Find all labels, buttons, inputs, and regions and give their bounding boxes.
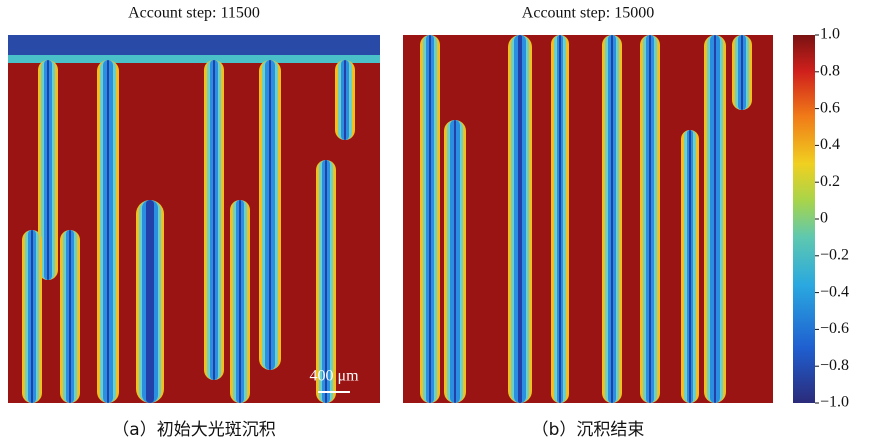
- stripe: [47, 60, 49, 280]
- heatmap-image: [403, 35, 773, 403]
- stripe: [325, 160, 327, 403]
- stripe: [611, 35, 613, 403]
- stripe: [269, 60, 271, 370]
- top-band: [8, 55, 380, 63]
- colorbar: [793, 35, 815, 403]
- panel-caption: （b）沉积结束: [532, 420, 645, 440]
- stripe: [146, 200, 154, 403]
- panel-caption: （a）初始大光斑沉积: [112, 420, 275, 440]
- colorbar-tick-label: 0.4: [820, 136, 840, 153]
- stripe: [518, 35, 522, 403]
- figure: Account step: 11500 Account step: 15000 …: [0, 0, 870, 445]
- stripe: [454, 120, 456, 403]
- stripe: [741, 35, 743, 110]
- scale-bar-label: 400 μm: [309, 368, 359, 385]
- stripe: [649, 35, 651, 403]
- panel-title: Account step: 15000: [522, 5, 654, 22]
- colorbar-tick-label: 0.8: [820, 62, 840, 79]
- stripe: [213, 60, 215, 380]
- colorbar-tick-label: −0.8: [820, 357, 849, 374]
- heatmap-image: [8, 35, 380, 403]
- stripe: [107, 60, 109, 403]
- stripe: [69, 230, 71, 403]
- stripe: [429, 35, 431, 403]
- panel-title: Account step: 11500: [128, 5, 260, 22]
- stripe: [239, 200, 241, 403]
- stripe: [344, 60, 346, 140]
- colorbar-tick-label: 0.2: [820, 173, 840, 190]
- stripe: [689, 130, 691, 403]
- colorbar-tick-label: −0.4: [820, 283, 849, 300]
- colorbar-tick-label: 0: [820, 210, 828, 227]
- stripe: [31, 230, 33, 403]
- colorbar-tick-label: −0.2: [820, 246, 849, 263]
- colorbar-tick-label: 1.0: [820, 26, 840, 43]
- colorbar-tick-label: 0.6: [820, 99, 840, 116]
- stripe: [559, 35, 561, 403]
- colorbar-tick-label: −0.6: [820, 320, 849, 337]
- stripe: [714, 35, 716, 403]
- colorbar-tick-label: −1.0: [820, 394, 849, 411]
